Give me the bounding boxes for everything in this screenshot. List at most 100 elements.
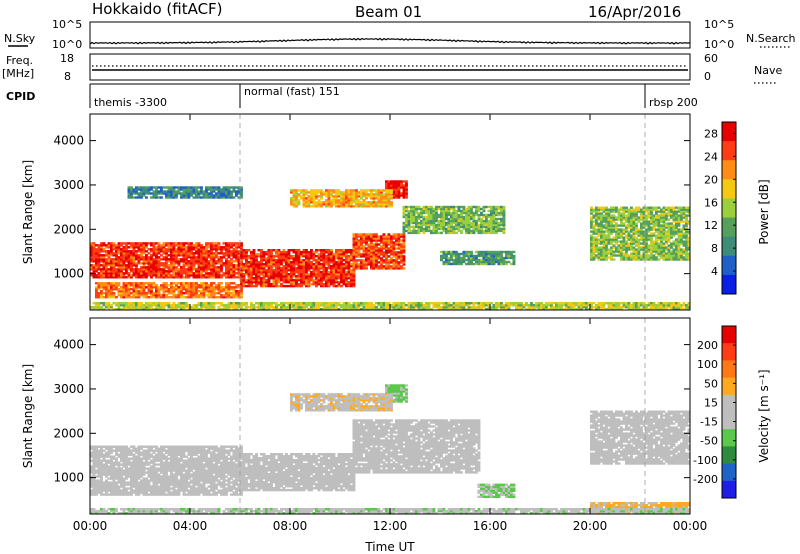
- heatmap-cell: [480, 262, 483, 266]
- heatmap-cell: [197, 284, 201, 287]
- heatmap-cell: [217, 194, 221, 197]
- heatmap-cell: [642, 244, 646, 247]
- heatmap-cell: [250, 269, 253, 272]
- heatmap-cell: [650, 206, 653, 209]
- heatmap-cell: [200, 290, 203, 293]
- heatmap-cell: [687, 238, 691, 241]
- heatmap-cell: [677, 210, 681, 213]
- heatmap-cell: [337, 273, 341, 276]
- heatmap-cell: [252, 304, 256, 307]
- heatmap-cell: [627, 256, 631, 259]
- heatmap-cell: [672, 216, 676, 219]
- heatmap-cell: [322, 283, 326, 286]
- heatmap-cell: [262, 263, 266, 266]
- heatmap-cell: [657, 254, 661, 257]
- heatmap-cell: [407, 211, 411, 215]
- heatmap-cell: [685, 248, 688, 251]
- heatmap-cell: [632, 214, 636, 217]
- heatmap-cell: [675, 226, 678, 229]
- heatmap-cell: [642, 240, 646, 243]
- heatmap-cell: [467, 254, 471, 258]
- heatmap-cell: [647, 230, 651, 233]
- heatmap-cell: [367, 205, 371, 208]
- heatmap-cell: [197, 308, 201, 311]
- heatmap-cell: [450, 221, 453, 225]
- heatmap-cell: [670, 232, 673, 235]
- heatmap-cell: [597, 226, 601, 229]
- heatmap-cell: [225, 268, 228, 271]
- heatmap-cell: [317, 263, 321, 266]
- heatmap-cell: [645, 248, 648, 251]
- heatmap-cell: [315, 267, 318, 270]
- heatmap-cell: [392, 233, 396, 236]
- heatmap-cell: [377, 191, 381, 194]
- heatmap-cell: [470, 213, 473, 217]
- heatmap-cell: [137, 308, 141, 311]
- heatmap-cell: [600, 212, 603, 215]
- heatmap-cell: [100, 260, 103, 263]
- heatmap-cell: [275, 255, 278, 258]
- heatmap-cell: [145, 304, 148, 307]
- heatmap-cell: [595, 238, 598, 241]
- heatmap-cell: [440, 215, 443, 219]
- heatmap-cell: [152, 304, 156, 307]
- heatmap-cell: [665, 212, 668, 215]
- heatmap-cell: [150, 274, 153, 277]
- heatmap-cell: [267, 255, 271, 258]
- heatmap-cell: [97, 246, 101, 249]
- heatmap-cell: [130, 252, 133, 255]
- heatmap-cell: [160, 248, 163, 251]
- heatmap-cell: [645, 228, 648, 231]
- heatmap-cell: [472, 221, 476, 225]
- heatmap-cell: [410, 217, 413, 221]
- heatmap-cell: [320, 203, 323, 206]
- heatmap-cell: [302, 271, 306, 274]
- heatmap-cell: [92, 244, 96, 247]
- heatmap-cell: [627, 210, 631, 213]
- heatmap-cell: [682, 258, 686, 261]
- heatmap-cell: [185, 188, 188, 191]
- heatmap-cell: [207, 244, 211, 247]
- heatmap-cell: [350, 275, 353, 278]
- heatmap-cell: [167, 264, 171, 267]
- heatmap-cell: [622, 216, 626, 219]
- heatmap-cell: [335, 249, 338, 252]
- heatmap-cell: [175, 260, 178, 263]
- heatmap-cell: [280, 253, 283, 256]
- nsearch-label: N.Search: [746, 32, 796, 45]
- heatmap-cell: [350, 257, 353, 260]
- heatmap-cell: [380, 251, 383, 254]
- heatmap-cell: [252, 277, 256, 280]
- heatmap-cell: [285, 255, 288, 258]
- heatmap-cell: [180, 288, 183, 291]
- heatmap-cell: [235, 276, 238, 279]
- heatmap-cell: [147, 262, 151, 265]
- heatmap-cell: [207, 290, 211, 293]
- heatmap-cell: [395, 192, 398, 195]
- heatmap-cell: [642, 234, 646, 237]
- heatmap-cell: [327, 267, 331, 270]
- heatmap-cell: [502, 209, 506, 213]
- heatmap-cell: [245, 249, 248, 252]
- heatmap-cell: [455, 219, 458, 223]
- heatmap-cell: [495, 231, 498, 235]
- heatmap-cell: [430, 217, 433, 221]
- heatmap-cell: [192, 294, 196, 297]
- heatmap-cell: [307, 267, 311, 270]
- heatmap-cell: [432, 215, 436, 219]
- heatmap-cell: [157, 256, 161, 259]
- heatmap-cell: [345, 201, 348, 204]
- heatmap-cell: [385, 195, 388, 198]
- heatmap-cell: [442, 217, 446, 221]
- heatmap-cell: [197, 296, 201, 299]
- heatmap-cell: [260, 259, 263, 262]
- heatmap-cell: [222, 296, 226, 299]
- heatmap-cell: [400, 257, 403, 260]
- heatmap-cell: [115, 256, 118, 259]
- heatmap-cell: [255, 281, 258, 284]
- heatmap-cell: [672, 206, 676, 209]
- heatmap-cell: [317, 189, 321, 192]
- heatmap-cell: [625, 220, 628, 223]
- heatmap-cell: [647, 212, 651, 215]
- heatmap-cell: [220, 262, 223, 265]
